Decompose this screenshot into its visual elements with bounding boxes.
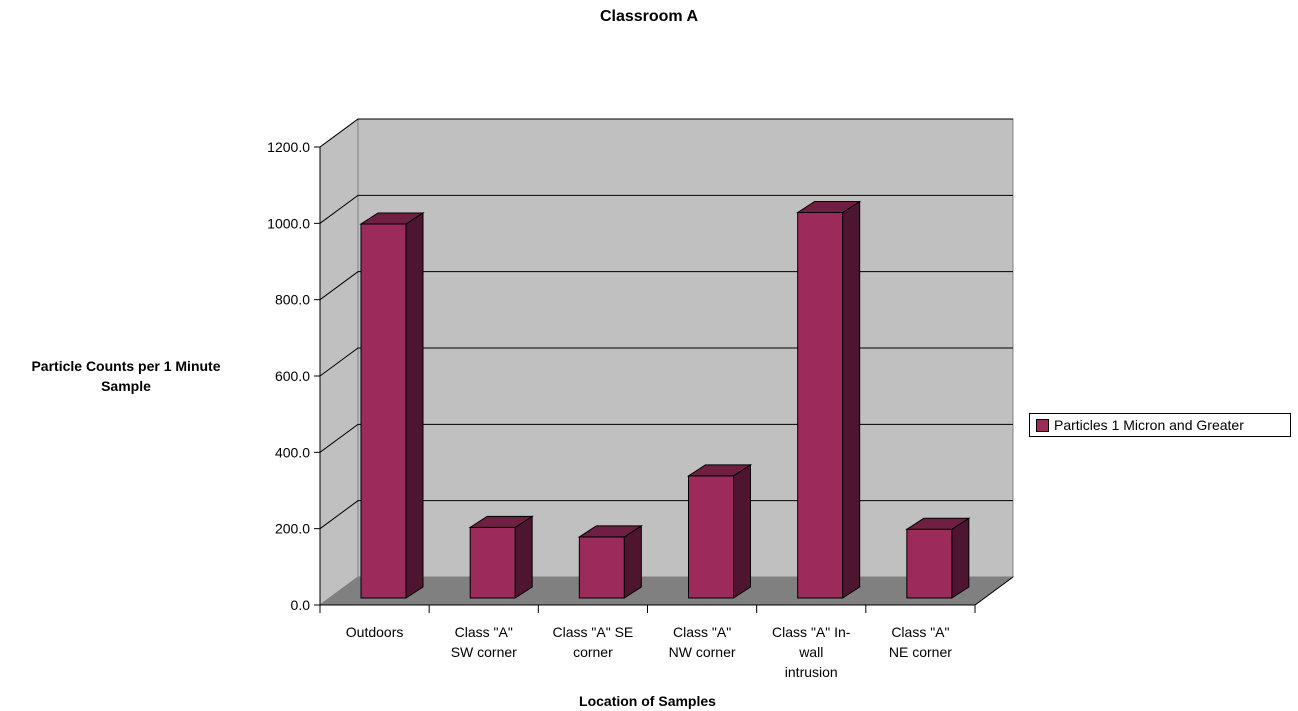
y-tick-label: 0.0 [291,597,311,613]
bar [359,212,425,599]
x-axis-label: Location of Samples [579,693,716,709]
bar [905,517,971,599]
bar-front [688,475,734,599]
x-tick-label: Class "A" SW corner [451,624,517,660]
y-tick-label: 1200.0 [267,139,310,155]
bar-front [469,526,516,599]
axes [314,146,1014,613]
bar-front [906,528,953,599]
gridline [319,118,1013,148]
bar-side [405,212,424,599]
y-tick-label: 800.0 [275,292,310,308]
bar-top [359,212,425,225]
x-tick-label: Class "A" NE corner [889,624,952,660]
bar-side [951,517,970,599]
bar [795,200,862,599]
x-tick-label: Class "A" SE corner [553,624,634,660]
y-axis-label: Particle Counts per 1 Minute Sample [6,356,246,396]
x-tick-labels: Outdoors Class "A" SW corner Class "A" SE co… [346,624,952,680]
y-tick-label: 400.0 [275,444,310,460]
y-axis-label-line-2: Sample [101,378,151,394]
bar-side [623,525,642,599]
bar [468,515,534,599]
x-tick-label: Class "A" NW corner [669,624,736,660]
bar-side [733,463,751,599]
x-tick-label: Outdoors [346,624,404,640]
bar-front [578,536,625,599]
bar-front [797,212,844,599]
legend-entry: Particles 1 Micron and Greater [1054,417,1244,433]
gridline [319,194,1013,224]
bar-top [686,464,753,477]
bar-side [842,200,861,599]
bar-top [905,517,971,530]
y-axis-label-line-1: Particle Counts per 1 Minute [31,358,221,374]
y-tick-label: 600.0 [275,368,310,384]
bar [686,463,753,599]
y-tick-label: 1000.0 [267,215,310,231]
bar-side [514,515,533,599]
bar [577,525,644,599]
legend: Particles 1 Micron and Greater [1029,413,1291,437]
y-tick-labels: 0.0 200.0 400.0 600.0 800.0 1000.0 1200.0 [267,139,310,613]
bar-top [577,525,644,538]
gridline [319,271,1013,301]
gridline [319,347,1013,377]
legend-swatch [1036,418,1049,432]
bar-front [360,223,407,599]
bar-top [468,515,534,528]
chart-title: Classroom A [599,8,699,25]
gridline [319,500,1013,530]
bars [359,200,971,599]
bar-top [795,201,862,214]
gridline [319,423,1013,453]
gridlines [319,118,1013,530]
y-tick-label: 200.0 [275,521,310,537]
x-tick-label: Class "A" In-wall intrusion [772,624,851,680]
floor-edge [974,576,1014,606]
